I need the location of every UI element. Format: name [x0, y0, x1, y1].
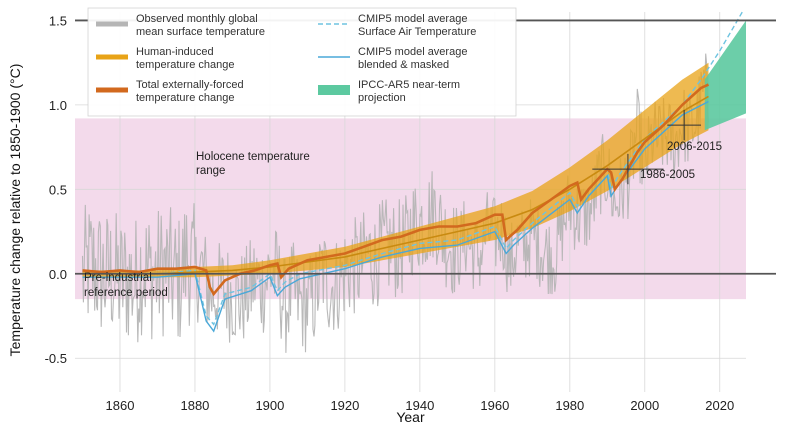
preindustrial-label-line2: reference period [84, 287, 168, 299]
y-tick-label: -0.5 [45, 351, 67, 366]
cmip5-sat-line [82, 11, 743, 326]
preindustrial-label-line1: Pre-industrial [84, 272, 152, 284]
legend-label: IPCC-AR5 near-term [358, 79, 460, 91]
human-induced-line [82, 95, 709, 275]
total-forced-line [82, 83, 710, 297]
legend-label: blended & masked [358, 59, 449, 71]
legend-box [87, 7, 517, 117]
legend-label: temperature change [136, 92, 234, 104]
legend-label: Total externally-forced [136, 79, 244, 91]
legend-label: temperature change [136, 59, 234, 71]
x-axis-label: Year [396, 409, 425, 425]
ar5-projection-band [704, 20, 746, 131]
y-tick-label: 0.5 [49, 182, 67, 197]
legend-label: Surface Air Temperature [358, 26, 476, 38]
y-axis-label: Temperature change relative to 1850-1900… [7, 64, 23, 357]
human-induced-band [82, 62, 709, 278]
x-tick-label: 1940 [405, 398, 434, 413]
x-tick-label: 1860 [106, 398, 135, 413]
x-tick-label: 1920 [330, 398, 359, 413]
y-tick-label: 1.0 [49, 98, 67, 113]
x-tick-label: 1960 [480, 398, 509, 413]
x-tick-label: 2020 [705, 398, 734, 413]
x-tick-label: 1900 [255, 398, 284, 413]
cmip5-blended-line [82, 100, 709, 333]
x-tick-label: 2000 [630, 398, 659, 413]
legend-label: CMIP5 model average [358, 13, 467, 25]
legend-label: projection [358, 92, 406, 104]
holocene-label-line1: Holocene temperature [196, 151, 310, 163]
plot-area [75, 11, 776, 392]
y-tick-label: 1.5 [49, 13, 67, 28]
legend-label: CMIP5 model average [358, 46, 467, 58]
legend-label: Observed monthly global [136, 13, 258, 25]
legend-label: Human-induced [136, 46, 214, 58]
y-tick-label: 0.0 [49, 267, 67, 282]
axes: Year Temperature change relative to 1850… [7, 13, 734, 425]
x-tick-label: 1980 [555, 398, 584, 413]
period-1986-2005-label: 1986-2005 [640, 169, 695, 181]
annotations: Holocene temperature range Pre-industria… [84, 141, 722, 299]
legend-swatch [318, 85, 350, 95]
x-tick-label: 1880 [180, 398, 209, 413]
holocene-label-line2: range [196, 165, 225, 177]
period-2006-2015-label: 2006-2015 [667, 141, 722, 153]
legend-label: mean surface temperature [136, 26, 265, 38]
